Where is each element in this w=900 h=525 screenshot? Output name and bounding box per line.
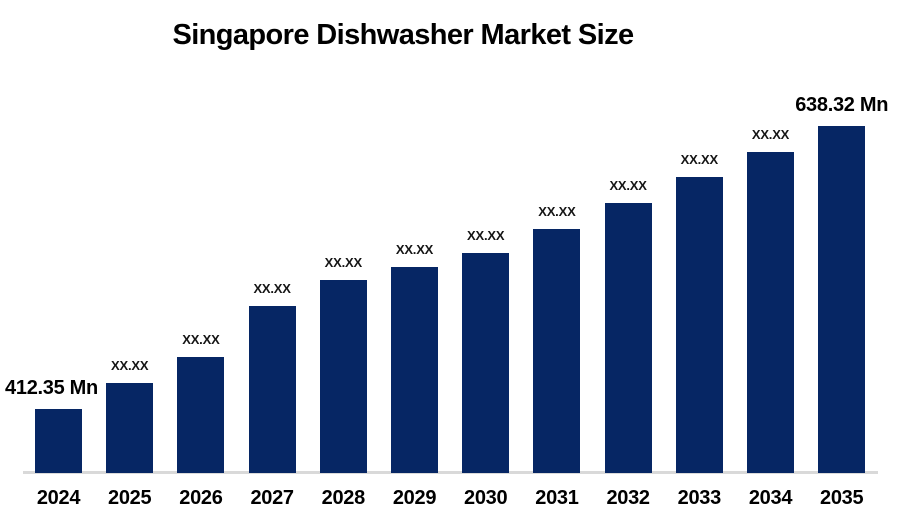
bar-2025 [106, 383, 154, 473]
bar-2032 [604, 203, 652, 473]
value-label-2032: XX.XX [609, 178, 647, 193]
value-label-2030: XX.XX [467, 228, 505, 243]
chart-title: Singapore Dishwasher Market Size [172, 19, 634, 51]
value-label-2024: 412.35 Mn [5, 377, 98, 399]
x-axis-label-2027: 2027 [250, 487, 294, 509]
value-label-2031: XX.XX [538, 204, 576, 219]
bar-2024 [35, 409, 82, 473]
x-axis-line [23, 471, 878, 474]
x-axis-label-2031: 2031 [535, 487, 579, 509]
bar-2029 [391, 267, 438, 473]
x-axis-label-2033: 2033 [677, 487, 722, 509]
value-label-2034: XX.XX [751, 127, 790, 142]
bar-2033 [675, 177, 723, 473]
bar-2028 [319, 280, 367, 473]
x-axis-label-2026: 2026 [179, 487, 223, 509]
bar-2030 [462, 253, 510, 473]
bar-2026 [177, 357, 225, 473]
value-label-2029: XX.XX [395, 242, 434, 257]
x-axis-label-2030: 2030 [464, 487, 508, 509]
x-axis-label-2029: 2029 [392, 487, 437, 509]
x-axis-label-2034: 2034 [748, 487, 793, 509]
x-axis-label-2028: 2028 [321, 487, 366, 509]
bar-2027 [248, 306, 296, 473]
value-label-2026: XX.XX [182, 332, 220, 347]
value-label-2025: XX.XX [111, 358, 149, 373]
x-axis-label-2024: 2024 [36, 487, 81, 509]
x-axis-label-2025: 2025 [108, 487, 152, 509]
bar-2031 [533, 229, 581, 473]
value-label-2035: 638.32 Mn [795, 94, 889, 116]
x-axis-label-2035: 2035 [820, 487, 864, 509]
value-label-2033: XX.XX [680, 152, 718, 167]
value-label-2028: XX.XX [324, 255, 362, 270]
bar-2035 [818, 126, 866, 473]
bar-2034 [747, 152, 794, 473]
value-label-2027: XX.XX [253, 281, 291, 296]
x-axis-label-2032: 2032 [606, 487, 650, 509]
